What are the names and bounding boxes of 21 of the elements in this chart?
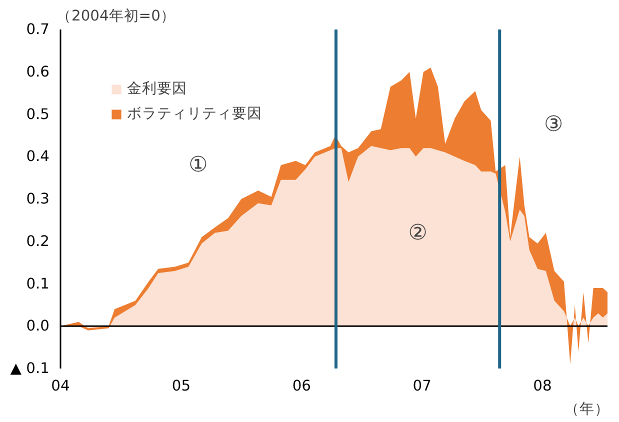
y-tick-label: 0.7 — [26, 21, 50, 38]
x-tick-label: 06 — [292, 378, 311, 394]
y-tick-label: 0.6 — [26, 63, 50, 80]
legend-label: 金利要因 — [127, 79, 187, 98]
x-tick-label: 07 — [412, 378, 432, 394]
legend-label: ボラティリティ要因 — [127, 104, 262, 123]
annotation: ② — [408, 220, 428, 246]
y-tick-label: 0.2 — [26, 232, 50, 250]
y-axis-title: （2004年初=0） — [56, 8, 176, 24]
y-tick-label: 0.0 — [26, 318, 50, 335]
x-tick-label: 05 — [172, 378, 191, 394]
x-axis-title: （年） — [564, 400, 610, 418]
x-tick-label: 04 — [51, 378, 70, 394]
x-tick-label: 08 — [533, 378, 552, 394]
y-tick-label: 0.1 — [26, 275, 50, 292]
y-tick-label: 0.5 — [26, 106, 50, 123]
y-tick-label: ▲ 0.1 — [10, 360, 50, 377]
annotation: ① — [188, 152, 208, 178]
y-tick-label: 0.4 — [26, 148, 50, 166]
y-tick-label: 0.3 — [26, 190, 50, 208]
annotation: ③ — [544, 112, 564, 137]
